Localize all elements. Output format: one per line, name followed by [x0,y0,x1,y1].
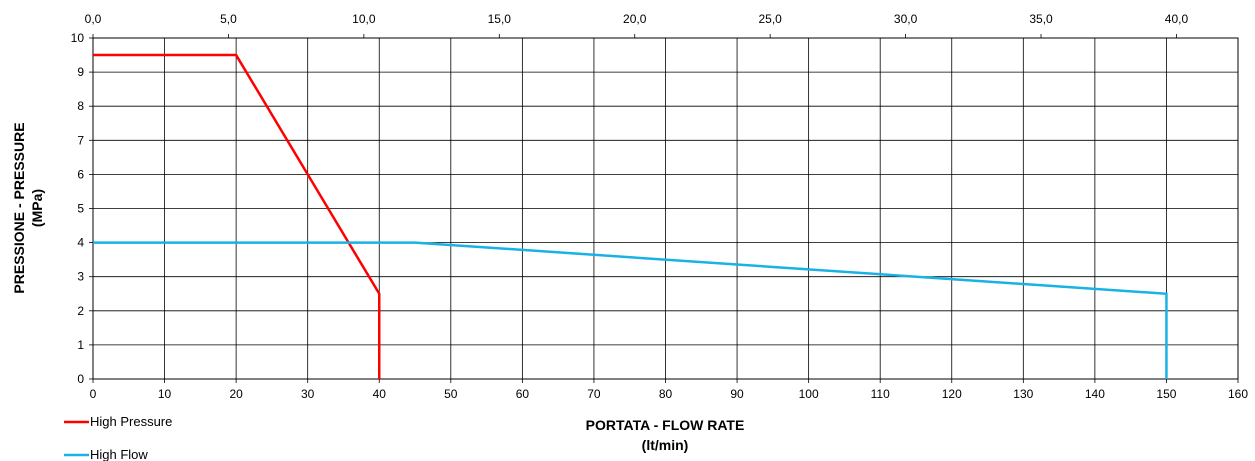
x-tick-label: 120 [942,387,962,401]
series-line-high-pressure [93,53,381,379]
grid [92,37,1239,380]
series-line-high-flow [93,241,1168,379]
axes [89,34,1239,383]
x-tick-label: 40 [373,387,387,401]
y-tick-label: 7 [77,133,84,147]
x-tick-label: 30 [301,387,315,401]
y-tick-label: 2 [77,304,84,318]
x2-tick-label: 25,0 [758,12,782,26]
x-tick-label: 0 [90,387,97,401]
x-tick-label: 150 [1156,387,1176,401]
x2-tick-label: 20,0 [623,12,647,26]
x2-tick-label: 40,0 [1165,12,1189,26]
y-tick-label: 3 [77,270,84,284]
x-tick-label: 50 [444,387,458,401]
x-tick-label: 20 [229,387,243,401]
x-tick-label: 140 [1085,387,1105,401]
plot-border [92,37,1239,380]
x2-tick-label: 30,0 [894,12,918,26]
legend-label-high-flow: High Flow [90,447,148,461]
x-tick-label: 90 [730,387,744,401]
x2-tick-label: 5,0 [220,12,237,26]
x2-tick-label: 0,0 [85,12,102,26]
x2-tick-label: 35,0 [1029,12,1053,26]
y-tick-label: 5 [77,202,84,216]
y-tick-label: 9 [77,65,84,79]
x-tick-label: 60 [516,387,530,401]
y-tick-label: 1 [77,338,84,352]
x2-tick-label: 15,0 [488,12,512,26]
x-tick-label: 70 [587,387,601,401]
y-tick-label: 6 [77,167,84,181]
x-tick-label: 100 [799,387,819,401]
y-tick-label: 10 [71,31,85,45]
y-tick-label: 0 [77,372,84,386]
y-axis-title: PRESSIONE - PRESSURE [11,122,27,293]
x2-tick-label: 10,0 [352,12,376,26]
x-axis-unit: (lt/min) [642,437,689,453]
y-tick-label: 4 [77,236,84,250]
y-tick-label: 8 [77,99,84,113]
tick-labels: 0 10 20 30 40 50 60 70 80 90 100 110 120 130 140 150 160… [71,12,1249,401]
x-tick-label: 130 [1013,387,1033,401]
legend-label-high-pressure: High Pressure [90,414,172,429]
x-tick-label: 110 [871,387,890,401]
x-tick-label: 160 [1228,387,1248,401]
series-lines [93,53,1168,379]
x-axis-title: PORTATA - FLOW RATE [586,417,745,433]
x-tick-label: 10 [158,387,172,401]
legend: High Pressure High Flow [64,414,172,461]
x-tick-label: 80 [659,387,673,401]
y-axis-unit: (MPa) [29,189,45,227]
